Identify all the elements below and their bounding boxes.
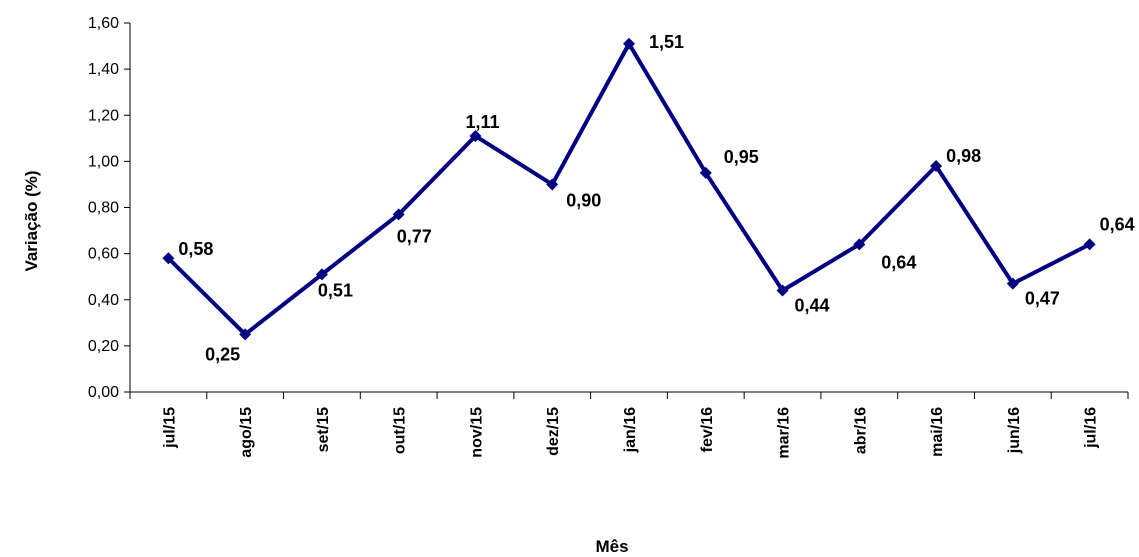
data-point-marker (1083, 238, 1096, 251)
data-point-marker (1006, 277, 1019, 290)
data-label: 0,47 (1025, 289, 1060, 309)
y-tick-label: 0,00 (88, 384, 119, 401)
data-point-marker (699, 166, 712, 179)
data-label: 0,58 (178, 239, 213, 259)
data-point-marker (546, 178, 559, 191)
y-tick-label: 0,40 (88, 292, 119, 309)
x-tick-label: mai/16 (929, 407, 946, 457)
data-point-marker (239, 328, 252, 341)
x-axis-title: Mês (595, 537, 628, 556)
x-axis: jul/15 ago/15 set/15 out/15 nov/15 dez/15 jan/… (129, 391, 1129, 459)
data-label: 0,77 (397, 226, 432, 246)
x-tick-label: jun/16 (1006, 407, 1023, 454)
x-tick-label: nov/15 (468, 407, 485, 458)
x-tick-label: set/15 (315, 407, 332, 452)
y-axis: 0,00 0,20 0,40 0,60 0,80 1,00 1,20 1,40 1,60 (88, 15, 131, 401)
y-tick-label: 1,00 (88, 153, 119, 170)
y-tick-label: 1,20 (88, 107, 119, 124)
series-line (166, 41, 1091, 337)
x-tick-label: out/15 (392, 407, 409, 454)
data-point-marker (162, 252, 175, 265)
y-tick-label: 1,60 (88, 15, 119, 32)
data-label: 0,64 (881, 252, 916, 272)
y-tick-label: 0,60 (88, 246, 119, 263)
x-tick-label: abr/16 (852, 407, 869, 454)
x-tick-label: jul/16 (1083, 407, 1100, 449)
data-label-layer: 0,58 0,25 0,51 0,77 1,11 0,90 1,51 0,95 0,44 0,64… (178, 32, 1134, 365)
data-label: 1,11 (465, 112, 499, 132)
data-label: 1,51 (649, 32, 684, 52)
data-point-marker (623, 37, 635, 50)
data-label: 0,51 (318, 280, 353, 300)
x-tick-label: jul/15 (161, 407, 178, 449)
data-point-marker (469, 130, 482, 143)
x-tick-label: ago/15 (238, 407, 255, 458)
y-tick-label: 0,20 (88, 338, 119, 355)
data-point-marker (776, 284, 789, 297)
data-point-marker (392, 208, 405, 221)
data-point-marker (853, 238, 866, 251)
data-point-marker (315, 268, 328, 281)
data-label: 0,98 (946, 146, 981, 166)
x-tick-label: jan/16 (622, 407, 639, 453)
x-tick-label: fev/16 (699, 407, 716, 452)
data-label: 0,90 (566, 190, 601, 210)
data-point-marker (930, 159, 943, 172)
data-label: 0,44 (795, 296, 830, 316)
x-tick-label: dez/15 (545, 407, 562, 456)
series-layer (162, 37, 1096, 341)
x-tick-label: mar/16 (776, 407, 793, 459)
y-tick-label: 0,80 (88, 200, 119, 217)
data-label: 0,95 (724, 147, 759, 167)
data-label: 0,25 (205, 344, 240, 364)
data-label: 0,64 (1100, 214, 1135, 234)
y-axis-title: Variação (%) (22, 170, 41, 271)
y-tick-label: 1,40 (88, 61, 119, 78)
